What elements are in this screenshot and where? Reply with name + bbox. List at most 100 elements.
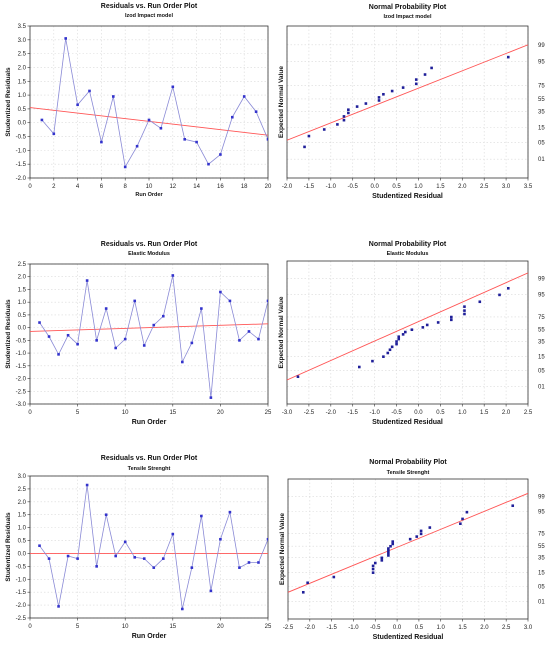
data-point — [257, 337, 260, 341]
data-point — [478, 300, 482, 304]
data-point — [52, 132, 56, 136]
data-point — [419, 529, 423, 533]
data-point — [414, 78, 418, 81]
data-point — [461, 517, 464, 521]
x-tick-label: 2.5 — [524, 410, 533, 416]
y-tick-label: 55 — [538, 328, 545, 334]
chart-2: -2.0 -1.5 -1.0 -0.5 0.0 0.5 1.0 1.5 2.0 2.5 3.0 3.5… — [278, 4, 545, 200]
x-tick-label: 4 — [76, 184, 80, 190]
data-point — [147, 118, 151, 122]
data-point — [85, 483, 89, 487]
data-point — [421, 326, 425, 329]
data-point — [322, 128, 326, 131]
y-tick-label: 05 — [538, 584, 545, 590]
x-tick-label: -0.5 — [348, 184, 359, 190]
chart-subtitle: Tensile Strenght — [387, 470, 430, 476]
data-point — [371, 567, 375, 571]
data-point — [242, 95, 246, 98]
plot-frame — [29, 263, 269, 405]
x-tick-label: 1.5 — [480, 410, 489, 416]
data-point — [389, 544, 392, 548]
y-axis-label: Studentized Residuals — [5, 67, 12, 137]
plot-area — [287, 272, 528, 381]
x-tick-label: 10 — [122, 410, 129, 416]
y-tick-label: 35 — [538, 339, 545, 345]
x-tick-label: 15 — [169, 624, 176, 630]
data-point — [391, 542, 395, 546]
chart-title: Normal Probability Plot — [369, 459, 447, 466]
y-tick-label: 75 — [538, 532, 545, 538]
x-tick-label: 1.5 — [436, 184, 445, 190]
data-point — [382, 92, 385, 96]
x-tick-label: 1.0 — [458, 410, 467, 416]
x-tick-label: 2.5 — [502, 625, 511, 631]
y-tick-label: -0.5 — [16, 338, 27, 344]
data-point — [358, 365, 361, 369]
data-point — [450, 318, 453, 322]
y-tick-label: 15 — [538, 125, 545, 131]
x-axis-label: Run Order — [135, 192, 163, 198]
data-point — [336, 123, 339, 126]
data-point — [428, 526, 432, 529]
data-point — [123, 165, 127, 169]
data-point — [190, 566, 194, 569]
x-tick-label: 8 — [124, 184, 128, 190]
chart-1: 0 2 4 6 8 10 12 14 16 18 20 -2.0 -1.5 -1.0 -0.5 0.0 0.5 1… — [5, 3, 272, 198]
data-point — [364, 102, 368, 105]
data-point — [254, 110, 258, 113]
data-point — [228, 510, 232, 514]
data-point — [303, 145, 306, 149]
y-tick-label: 01 — [538, 384, 545, 390]
x-tick-label: 25 — [265, 410, 272, 416]
chart-5: 0 5 10 15 20 25 -2.5 -2.0 -1.5 -1.0 -0.5 0.0 0.5 1.0 1… — [5, 455, 272, 640]
data-point — [425, 323, 429, 327]
y-tick-label: 1.5 — [18, 79, 27, 85]
x-tick-label: -0.5 — [370, 625, 381, 631]
y-tick-label: 0.5 — [18, 107, 27, 113]
data-point — [231, 115, 234, 119]
data-point — [159, 126, 163, 130]
y-axis-label: Studentized Residuals — [5, 299, 12, 369]
x-axis-label: Studentized Residual — [372, 193, 443, 200]
y-tick-label: -1.5 — [16, 162, 27, 168]
data-point — [104, 307, 108, 310]
data-point — [377, 99, 381, 102]
y-tick-label: 2.0 — [18, 275, 27, 281]
y-axis-label: Expected Normal Value — [278, 66, 285, 138]
data-point — [414, 82, 418, 86]
data-point — [355, 105, 359, 108]
x-tick-label: -2.0 — [326, 410, 337, 416]
data-point — [190, 341, 194, 345]
data-point — [219, 153, 222, 156]
data-point — [66, 333, 70, 337]
y-tick-label: 2.5 — [18, 52, 27, 58]
data-point — [209, 589, 213, 593]
data-point — [410, 328, 414, 332]
series-line — [39, 275, 268, 398]
data-point — [463, 305, 466, 308]
x-tick-label: -2.0 — [305, 625, 316, 631]
data-point — [397, 335, 401, 338]
data-point — [200, 307, 203, 310]
x-tick-label: 14 — [193, 184, 200, 190]
chart-4: -3.0 -2.5 -2.0 -1.5 -1.0 -0.5 0.0 0.5 1.0 1.5 2.0 2… — [278, 241, 545, 426]
plot-area — [30, 37, 268, 169]
x-tick-label: 18 — [241, 184, 248, 190]
x-tick-label: 5 — [76, 410, 80, 416]
data-point — [57, 605, 60, 608]
x-tick-label: 6 — [100, 184, 104, 190]
plot-frame — [286, 25, 529, 179]
x-tick-label: 3.0 — [524, 625, 533, 631]
x-tick-label: 16 — [217, 184, 224, 190]
data-point — [181, 607, 184, 611]
data-point — [207, 162, 210, 166]
x-tick-label: 0 — [28, 624, 32, 630]
data-point — [387, 551, 390, 555]
data-point — [47, 557, 51, 560]
x-tick-label: -1.0 — [348, 625, 359, 631]
plot-area — [30, 274, 268, 399]
y-tick-label: -1.0 — [16, 148, 27, 154]
data-point — [506, 286, 510, 290]
chart-subtitle: Izod Impact model — [384, 14, 432, 20]
data-point — [415, 535, 419, 538]
